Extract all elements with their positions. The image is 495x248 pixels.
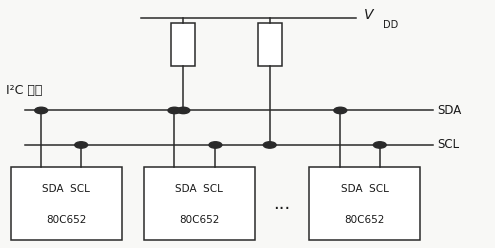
Text: I²C 总线: I²C 总线 [5, 84, 42, 97]
Text: SCL: SCL [438, 138, 460, 152]
Circle shape [35, 107, 48, 114]
Bar [10, 167, 122, 240]
Text: SDA  SCL: SDA SCL [175, 184, 223, 194]
Circle shape [168, 107, 181, 114]
Circle shape [177, 107, 190, 114]
Text: SDA  SCL: SDA SCL [42, 184, 90, 194]
Text: SDA: SDA [438, 104, 462, 117]
Text: DD: DD [383, 20, 398, 30]
Circle shape [373, 142, 386, 148]
Text: ...: ... [273, 194, 291, 213]
Circle shape [334, 107, 346, 114]
Text: SDA  SCL: SDA SCL [341, 184, 389, 194]
Bar [309, 167, 420, 240]
Circle shape [75, 142, 88, 148]
Text: V: V [363, 8, 373, 23]
Circle shape [209, 142, 222, 148]
Circle shape [263, 142, 276, 148]
Text: 80C652: 80C652 [179, 215, 220, 224]
Bar [171, 23, 195, 66]
Text: 80C652: 80C652 [46, 215, 86, 224]
Bar [258, 23, 282, 66]
Text: 80C652: 80C652 [345, 215, 385, 224]
Bar [144, 167, 255, 240]
